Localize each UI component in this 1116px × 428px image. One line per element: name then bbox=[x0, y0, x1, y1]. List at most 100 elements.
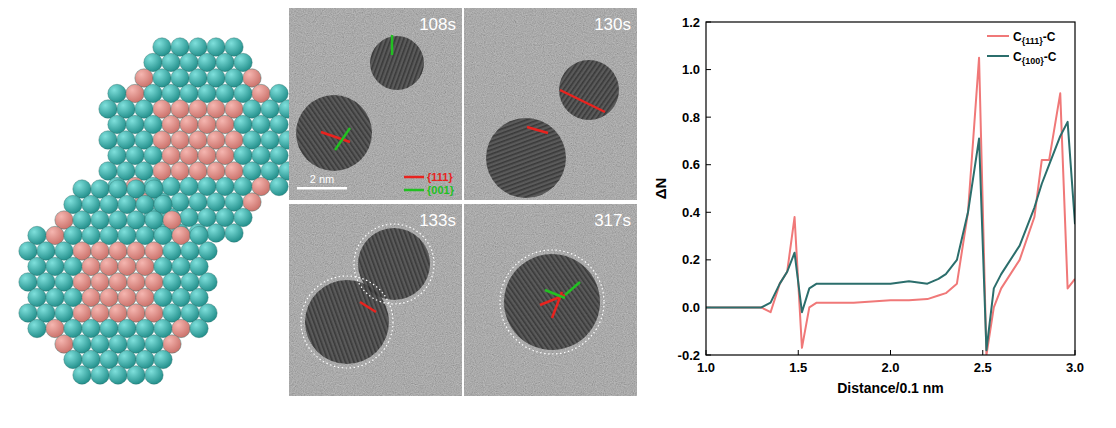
atom bbox=[252, 146, 270, 164]
atom bbox=[100, 350, 118, 368]
tem-noise bbox=[464, 204, 637, 396]
atom bbox=[162, 115, 180, 133]
atom bbox=[243, 69, 261, 87]
atom bbox=[198, 53, 216, 71]
atom bbox=[37, 273, 55, 291]
y-tick bbox=[706, 164, 711, 165]
atom bbox=[252, 84, 270, 102]
atom bbox=[91, 180, 109, 198]
atom bbox=[64, 257, 82, 275]
atom bbox=[171, 162, 189, 180]
atom bbox=[189, 131, 207, 149]
atom bbox=[55, 211, 73, 229]
atom bbox=[55, 304, 73, 322]
atom bbox=[153, 131, 171, 149]
atom bbox=[73, 273, 91, 291]
atom bbox=[189, 162, 207, 180]
atom bbox=[82, 350, 100, 368]
atom bbox=[234, 115, 252, 133]
atom bbox=[127, 335, 145, 353]
y-tick bbox=[706, 212, 711, 213]
plot-frame bbox=[706, 22, 1075, 355]
atom bbox=[73, 211, 91, 229]
atom bbox=[118, 288, 136, 306]
atom bbox=[64, 350, 82, 368]
atom bbox=[234, 84, 252, 102]
atom bbox=[127, 304, 145, 322]
atom bbox=[270, 84, 288, 102]
atom bbox=[127, 366, 145, 384]
atom bbox=[153, 100, 171, 118]
tem-background bbox=[289, 8, 462, 200]
atom bbox=[145, 273, 163, 291]
atom bbox=[216, 177, 234, 195]
atom bbox=[163, 211, 181, 229]
tem-noise bbox=[464, 8, 637, 200]
nanoparticle bbox=[504, 254, 600, 350]
facet-line bbox=[527, 127, 548, 133]
atom bbox=[91, 366, 109, 384]
atom bbox=[243, 100, 261, 118]
atom bbox=[171, 100, 189, 118]
atom bbox=[118, 257, 136, 275]
legend-label: C{100}-C bbox=[1013, 50, 1057, 66]
atom bbox=[127, 180, 145, 198]
atom bbox=[135, 162, 153, 180]
atom bbox=[117, 131, 135, 149]
atom bbox=[199, 273, 217, 291]
atom bbox=[136, 350, 154, 368]
atom bbox=[136, 195, 154, 213]
atom bbox=[252, 115, 270, 133]
tem-frame: 108s bbox=[289, 8, 462, 200]
atom bbox=[73, 335, 91, 353]
atom bbox=[144, 84, 162, 102]
atom bbox=[145, 242, 163, 260]
atom bbox=[136, 226, 154, 244]
atom bbox=[73, 304, 91, 322]
nanoparticle-model bbox=[99, 38, 297, 242]
atom bbox=[172, 319, 190, 337]
tem-background bbox=[464, 204, 637, 396]
atom bbox=[225, 193, 243, 211]
atom bbox=[100, 195, 118, 213]
facet-legend-line bbox=[404, 189, 424, 192]
atom bbox=[46, 257, 64, 275]
atom bbox=[154, 350, 172, 368]
atom bbox=[28, 226, 46, 244]
atom bbox=[207, 100, 225, 118]
tem-panels: 108s130s133s317s{111}{001}2 nm bbox=[289, 8, 637, 396]
y-tick-label: 1.0 bbox=[682, 62, 700, 77]
facet-line bbox=[565, 282, 580, 295]
atom bbox=[189, 69, 207, 87]
atom bbox=[189, 193, 207, 211]
atom bbox=[154, 257, 172, 275]
legend-label-part: -C bbox=[1043, 30, 1056, 44]
atom bbox=[37, 242, 55, 260]
x-axis-title: Distance/0.1 nm bbox=[837, 380, 944, 396]
legend-label: C{111}-C bbox=[1013, 30, 1056, 46]
y-tick bbox=[706, 69, 711, 70]
atom bbox=[270, 115, 288, 133]
atom bbox=[64, 319, 82, 337]
atom bbox=[136, 288, 154, 306]
particle-outline bbox=[354, 224, 434, 304]
atom bbox=[19, 304, 37, 322]
x-tick bbox=[890, 350, 891, 355]
atom bbox=[198, 146, 216, 164]
atom bbox=[171, 69, 189, 87]
particle-outline bbox=[301, 276, 393, 368]
atom bbox=[189, 100, 207, 118]
atom bbox=[109, 335, 127, 353]
atom bbox=[171, 38, 189, 56]
atom bbox=[109, 304, 127, 322]
atom bbox=[163, 304, 181, 322]
tem-frame: 133s bbox=[289, 204, 462, 396]
nanoparticle bbox=[370, 36, 424, 90]
atom bbox=[154, 195, 172, 213]
tem-image bbox=[289, 8, 462, 200]
facet-line bbox=[360, 302, 376, 312]
nanoparticle-model bbox=[19, 180, 217, 384]
atom bbox=[91, 304, 109, 322]
tem-frame: 317s bbox=[464, 204, 637, 396]
scale-bar-label: 2 nm bbox=[310, 173, 334, 185]
